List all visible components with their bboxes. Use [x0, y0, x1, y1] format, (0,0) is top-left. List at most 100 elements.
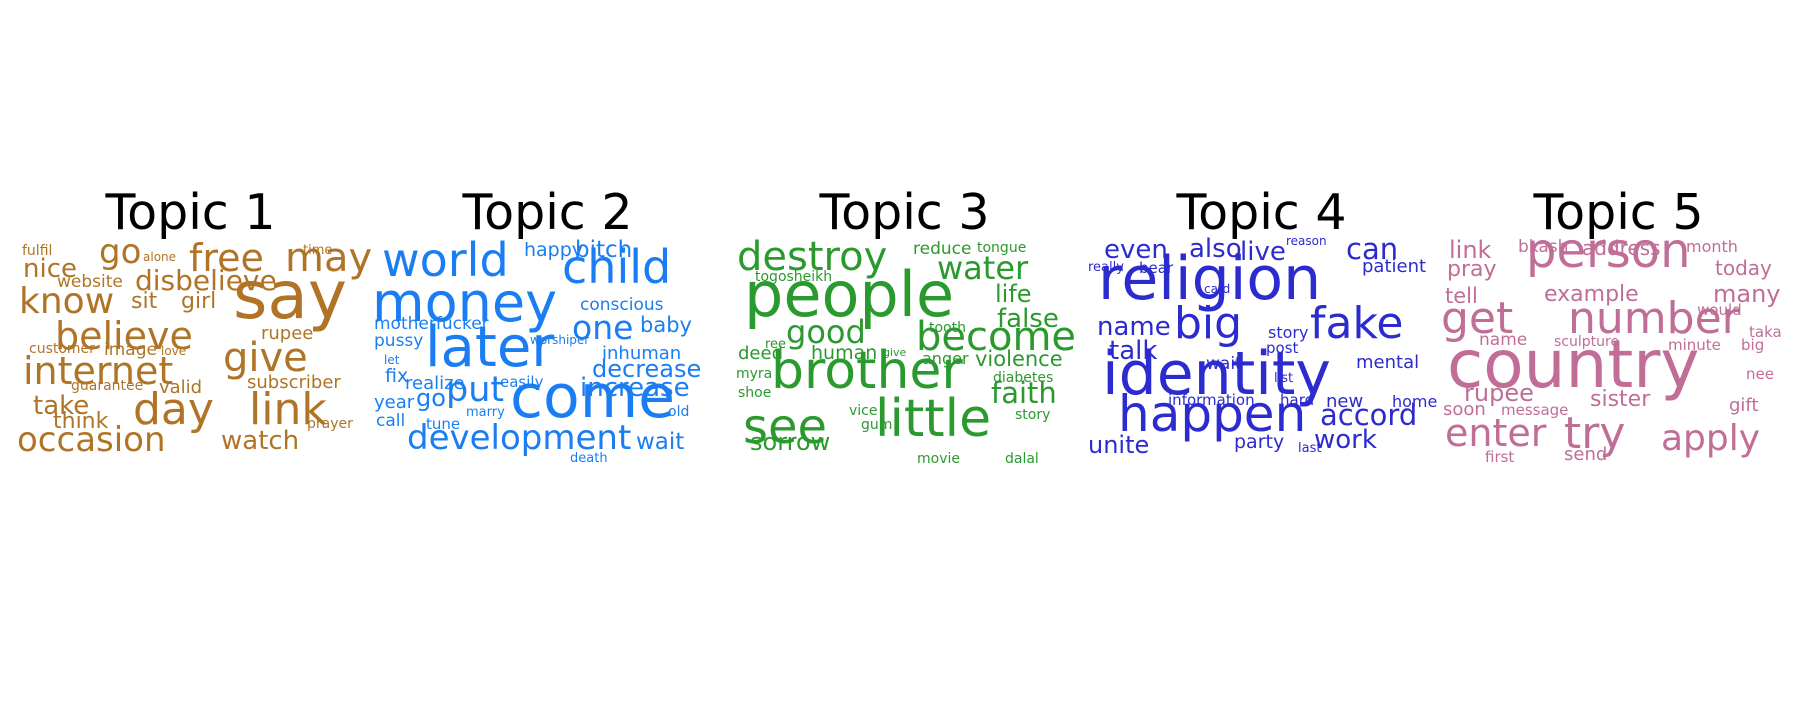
topic-1-word-alone: alone [143, 250, 177, 264]
topic-2-word-motherfucker: motherfucker [374, 314, 489, 334]
topic-4-word-bear: bear [1139, 259, 1174, 277]
topic-1-word-may: may [285, 235, 373, 281]
topic-4-word-fake: fake [1310, 298, 1404, 349]
topic-1-word-think: think [53, 409, 109, 434]
topic-1-panel: Topic 1 fulfil go alone free time may nice webs… [13, 184, 372, 505]
topic-2-title: Topic 2 [462, 184, 633, 241]
topic-5-word-gift: gift [1729, 395, 1759, 416]
topic-4-title: Topic 4 [1176, 184, 1347, 241]
topic-2-panel: Topic 2 world happy bitch child money conscio… [370, 185, 725, 505]
topic-5-word-link: link [1449, 236, 1492, 264]
topic-4-word-reason: reason [1286, 234, 1327, 248]
topic-1-word-cloud: fulfil go alone free time may nice website disbe… [13, 235, 372, 505]
topic-2-word-marry: marry [466, 405, 505, 420]
topic-3-word-violence: violence [975, 347, 1063, 371]
topic-1-word-valid: valid [159, 377, 203, 398]
topic-4-word-accord: accord [1320, 398, 1418, 432]
topic-2-word-decrease: decrease [592, 355, 702, 383]
topic-3-word-shoe: shoe [738, 385, 772, 401]
topic-3-word-water: water [937, 249, 1029, 287]
topic-4-word-last: last [1298, 441, 1322, 456]
topic-1-word-customer: customer [29, 341, 95, 357]
topic-2-word-wait: wait [636, 429, 685, 455]
topic-4-word-home: home [1392, 392, 1438, 411]
topic-4-word-mental: mental [1356, 352, 1420, 373]
topic-4-word-card: card [1204, 282, 1231, 296]
topic-1-word-disbelieve: disbelieve [135, 264, 277, 297]
topic-5-word-pray: pray [1447, 257, 1497, 282]
topic-2-word-conscious: conscious [580, 295, 664, 315]
topic-3-title: Topic 3 [819, 184, 990, 241]
topic-4-panel: Topic 4 even also reason live can really bear p… [1084, 185, 1439, 505]
topic-3-word-good: good [786, 313, 866, 351]
topic-3-word-vice: vice [849, 403, 878, 419]
topic-4-word-work: work [1314, 425, 1377, 455]
topic-1-word-fulfil: fulfil [22, 243, 53, 259]
topic-5-word-cloud: link bkash address month pray person today tell… [1441, 227, 1796, 505]
topic-1-word-love: love [161, 344, 187, 358]
topic-3-word-togosheikh: togosheikh [755, 269, 833, 285]
topic-4-word-cloud: even also reason live can really bear patient re… [1084, 235, 1439, 505]
topic-4-word-identity: identity [1102, 339, 1331, 409]
topic-3-word-reduce: reduce [913, 239, 972, 259]
topic-5-word-tell: tell [1445, 284, 1478, 308]
topic-3-word-deed: deed [738, 343, 783, 364]
topic-5-word-sister: sister [1590, 387, 1651, 412]
topic-2-word-baby: baby [640, 313, 692, 337]
topic-4-word-list: list [1274, 371, 1294, 386]
topic-4-word-new: new [1326, 391, 1364, 412]
topic-1-title: Topic 1 [105, 184, 276, 241]
topic-3-word-sorrow: sorrow [750, 428, 831, 456]
topic-2-word-later: later [425, 315, 555, 380]
topic-2-word-inhuman: inhuman [602, 343, 682, 364]
topic-2-word-worshiper: worshiper [530, 333, 590, 347]
topic-1-word-time: time [303, 243, 333, 258]
topic-1-word-believe: believe [55, 314, 193, 358]
topic-3-word-false: false [997, 304, 1059, 334]
topic-1-word-internet: internet [23, 349, 174, 393]
topic-3-word-story: story [1015, 407, 1051, 423]
topic-5-title: Topic 5 [1533, 184, 1704, 241]
topic-2-word-development: development [407, 418, 632, 458]
topic-1-word-know: know [19, 281, 115, 322]
topic-5-word-bkash: bkash [1518, 237, 1569, 257]
topic-1-word-website: website [57, 272, 123, 292]
topic-1-word-say: say [233, 257, 347, 334]
topic-1-word-occasion: occasion [17, 420, 166, 460]
topic-4-word-post: post [1266, 339, 1299, 357]
topic-4-word-name: name [1097, 312, 1171, 342]
topic-5-word-sculpture: sculpture [1554, 334, 1620, 350]
topic-4-word-wait: wait [1206, 354, 1242, 374]
topic-3-word-brother: brother [771, 341, 963, 401]
topic-5-word-rupee: rupee [1464, 379, 1534, 407]
topic-3-word-cloud: destroy reduce tongue togosheikh water people… [727, 237, 1082, 505]
topic-3-word-tooth: tooth [929, 320, 966, 336]
topic-2-word-world: world [382, 233, 509, 287]
topic-5-word-message: message [1501, 401, 1569, 419]
topic-4-word-unite: unite [1088, 431, 1150, 459]
topic-2-word-increase: increase [580, 373, 690, 403]
topic-2-word-easily: easily [500, 373, 544, 391]
topic-4-word-party: party [1234, 431, 1285, 453]
topic-4-word-also: also [1189, 234, 1242, 264]
topic-1-word-link: link [249, 384, 327, 435]
topic-5-word-big: big [1741, 336, 1765, 354]
topic-2-word-put: put [446, 370, 505, 410]
topic-2-word-bitch: bitch [575, 237, 633, 263]
topic-1-word-give: give [223, 335, 308, 381]
topic-3-word-myra: myra [736, 366, 773, 382]
topic-3-word-see: see [743, 399, 828, 455]
topic-5-word-month: month [1686, 237, 1738, 256]
topic-1-word-free: free [189, 236, 264, 280]
topic-1-word-prayer: prayer [307, 416, 353, 432]
topic-1-word-take: take [33, 391, 90, 421]
topic-5-word-name: name [1479, 330, 1528, 350]
topic-4-word-can: can [1346, 232, 1399, 266]
topic-4-word-hard: hard [1280, 391, 1315, 409]
topic-2-word-go: go [416, 384, 446, 412]
topic-5-word-get: get [1441, 293, 1514, 344]
topic-5-word-number: number [1568, 293, 1740, 344]
topic-1-word-girl: girl [181, 289, 217, 314]
topic-4-word-story: story [1268, 323, 1309, 342]
topic-3-panel: Topic 3 destroy reduce tongue togosheikh wat… [727, 185, 1082, 505]
